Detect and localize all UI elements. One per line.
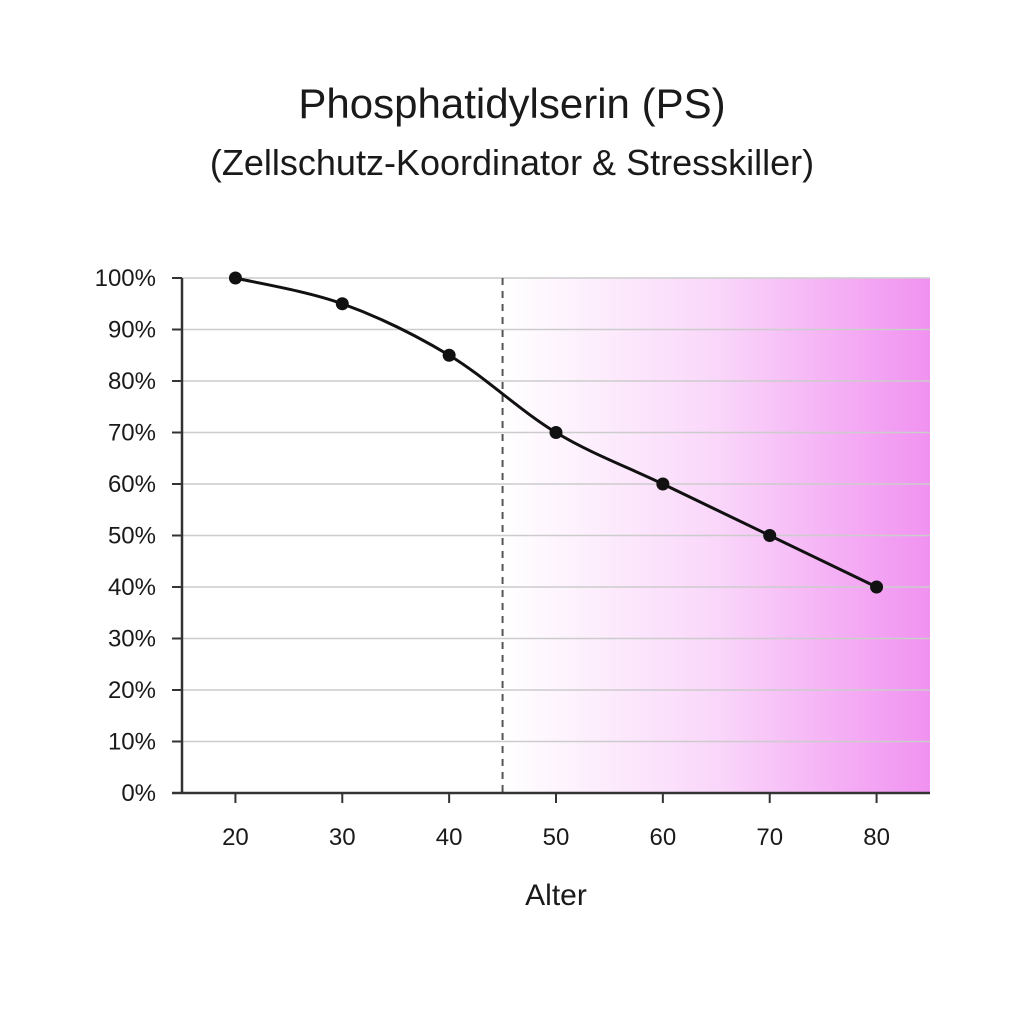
y-tick-label: 0% (121, 780, 156, 807)
y-tick-label: 80% (108, 368, 156, 395)
data-point (549, 426, 563, 439)
x-tick-label: 80 (863, 824, 890, 851)
data-point (870, 580, 884, 594)
x-tick-label: 40 (436, 824, 463, 851)
y-tick-label: 30% (108, 626, 156, 653)
x-tick-label: 60 (650, 824, 677, 851)
x-tick-label: 70 (756, 824, 783, 851)
data-point (335, 297, 349, 311)
data-point (656, 477, 670, 491)
y-tick-label: 90% (108, 317, 156, 344)
chart-subtitle: (Zellschutz-Koordinator & Stresskiller) (209, 142, 815, 183)
data-point (228, 271, 242, 285)
x-tick-label: 50 (543, 824, 570, 851)
data-point (442, 348, 456, 362)
data-point (763, 529, 777, 542)
y-tick-label: 10% (108, 729, 156, 756)
y-tick-label: 100% (95, 265, 156, 292)
y-tick-label: 20% (108, 677, 156, 704)
x-axis-title: Alter (525, 879, 587, 912)
y-tick-label: 70% (108, 420, 156, 447)
y-tick-label: 40% (108, 574, 156, 601)
x-tick-label: 30 (329, 824, 356, 851)
chart-title: Phosphatidylserin (PS) (298, 80, 726, 127)
y-tick-label: 60% (108, 471, 156, 498)
x-tick-label: 20 (222, 824, 249, 851)
y-tick-label: 50% (108, 523, 156, 550)
